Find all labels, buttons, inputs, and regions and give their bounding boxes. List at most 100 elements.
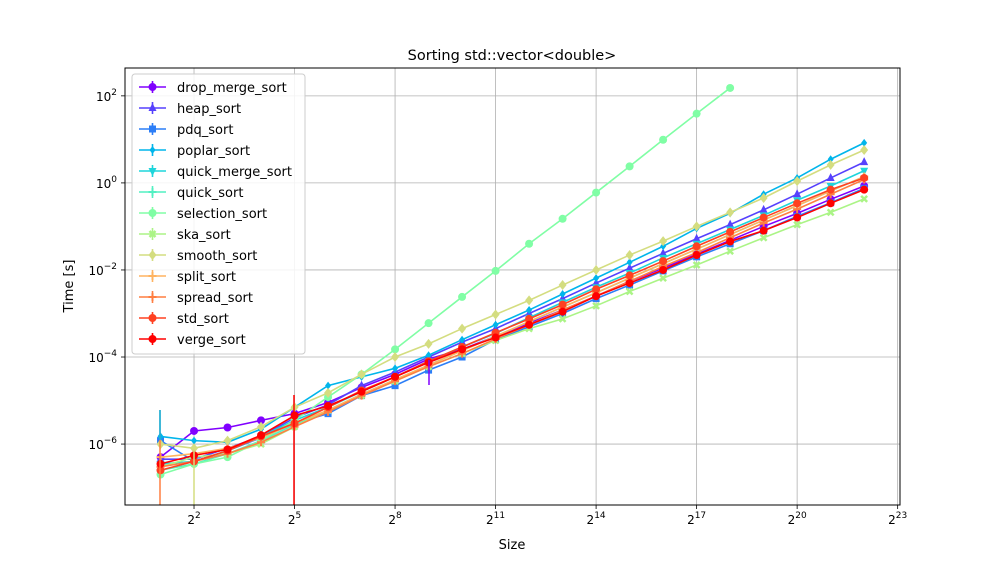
legend-item-drop-merge-sort: drop_merge_sort (139, 81, 287, 96)
data-point-marker (759, 213, 768, 222)
data-point-marker (793, 213, 802, 222)
data-point-marker (659, 257, 668, 266)
data-point-marker (424, 319, 433, 328)
legend-item-poplar-sort: poplar_sort (139, 144, 250, 159)
series-line (160, 149, 865, 450)
legend-label: selection_sort (177, 207, 267, 222)
data-point-marker (148, 168, 157, 176)
legend-item-quick-sort: quick_sort (139, 186, 243, 201)
data-point-marker (191, 436, 198, 445)
data-point-marker (525, 320, 534, 329)
data-point-marker (826, 199, 835, 208)
x-tick-label: 217 (687, 511, 706, 527)
x-tick-label: 214 (587, 511, 606, 527)
data-point-marker (592, 188, 601, 197)
data-point-marker (726, 207, 735, 218)
data-point-marker (826, 208, 835, 217)
series-line (160, 198, 865, 468)
series-line (160, 188, 865, 465)
data-point-marker (861, 138, 868, 147)
data-point-marker (625, 271, 634, 280)
data-point-marker (558, 315, 567, 323)
x-tick-label: 223 (888, 511, 907, 527)
data-point-marker (692, 242, 701, 251)
legend-item-heap-sort: heap_sort (139, 102, 241, 117)
chart-title: Sorting std::vector<double> (408, 48, 617, 64)
legend-item-ska-sort: ska_sort (139, 228, 231, 243)
data-point-marker (148, 230, 157, 238)
data-point-marker (625, 263, 634, 272)
data-point-marker (592, 292, 601, 301)
data-point-marker (726, 219, 735, 228)
legend-label: spread_sort (177, 291, 253, 306)
x-tick-label: 22 (187, 511, 200, 527)
data-point-marker (525, 295, 534, 306)
data-point-marker (357, 369, 366, 380)
data-point-marker (660, 242, 667, 251)
data-point-marker (659, 265, 668, 274)
legend-item-smooth-sort: smooth_sort (139, 249, 257, 264)
y-tick-label: 10−2 (88, 262, 117, 278)
data-point-marker (659, 236, 668, 247)
data-point-marker (625, 250, 634, 261)
data-point-marker (257, 416, 266, 425)
data-point-marker (692, 109, 701, 118)
data-point-marker (759, 233, 768, 242)
data-point-marker (826, 185, 835, 194)
data-point-marker (626, 258, 633, 267)
data-point-marker (592, 285, 601, 294)
data-point-marker (223, 423, 232, 432)
data-point-marker (325, 381, 332, 390)
error-bars (159, 360, 430, 505)
data-point-marker (826, 172, 835, 181)
x-tick-label: 25 (288, 511, 301, 527)
legend-label: ska_sort (177, 228, 231, 243)
data-point-marker (860, 185, 869, 194)
legend-label: heap_sort (177, 102, 241, 117)
legend-label: verge_sort (177, 333, 246, 348)
data-point-marker (826, 159, 835, 170)
legend-item-spread-sort: spread_sort (139, 291, 253, 306)
data-point-marker (759, 193, 768, 204)
data-point-marker (659, 274, 667, 282)
data-point-marker (223, 445, 232, 454)
data-point-marker (257, 431, 266, 440)
data-point-marker (458, 345, 467, 354)
data-point-marker (148, 83, 157, 91)
data-point-marker (593, 274, 600, 283)
data-point-marker (558, 300, 567, 309)
data-point-marker (525, 239, 534, 248)
data-point-marker (257, 421, 266, 432)
data-point-marker (148, 103, 157, 111)
data-point-marker (491, 266, 500, 275)
x-axis-ticks: 22 25 28 211 214 217 220 223 (187, 505, 907, 527)
data-point-marker (558, 214, 567, 223)
series-line (160, 161, 865, 460)
data-point-marker (726, 83, 735, 92)
x-axis-label: Size (499, 538, 526, 553)
data-point-marker (759, 226, 768, 235)
data-point-marker (148, 335, 157, 343)
data-point-marker (190, 426, 199, 435)
data-point-marker (793, 220, 802, 229)
data-point-marker (592, 301, 600, 310)
data-point-marker (324, 401, 333, 410)
data-point-marker (148, 293, 157, 301)
legend-item-quick-merge-sort: quick_merge_sort (139, 165, 292, 180)
data-point-marker (458, 323, 467, 334)
legend-item-std-sort: std_sort (139, 312, 229, 327)
data-point-marker (692, 261, 701, 269)
data-point-marker (149, 146, 156, 154)
data-point-marker (558, 307, 567, 316)
x-tick-label: 211 (486, 511, 505, 527)
data-point-marker (391, 382, 399, 390)
data-point-marker (148, 209, 157, 217)
data-point-marker (692, 233, 701, 242)
series-line (160, 142, 865, 444)
legend-label: pdq_sort (177, 123, 233, 138)
data-point-marker (793, 189, 802, 198)
series-line (160, 177, 865, 472)
data-point-marker (392, 364, 399, 373)
legend-label: smooth_sort (177, 249, 257, 264)
data-point-marker (424, 338, 433, 349)
